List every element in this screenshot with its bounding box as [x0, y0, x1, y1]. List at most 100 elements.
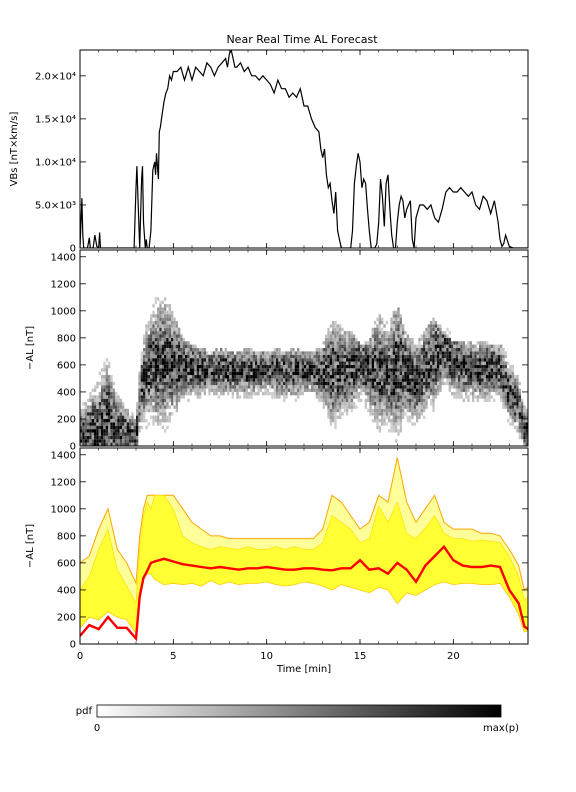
heatmap-cell	[187, 398, 190, 403]
heatmap-cell	[376, 371, 379, 376]
heatmap-cell	[507, 371, 510, 376]
heatmap-cell	[392, 429, 395, 433]
heatmap-cell	[180, 337, 183, 342]
heatmap-cell	[224, 381, 227, 386]
heatmap-cell	[397, 408, 400, 413]
heatmap-cell	[301, 351, 304, 355]
heatmap-cell	[399, 418, 402, 423]
heatmap-cell	[346, 368, 349, 372]
heatmap-cell	[154, 348, 157, 352]
heatmap-cell	[427, 364, 430, 369]
heatmap-cell	[131, 425, 134, 430]
heatmap-cell	[164, 364, 167, 369]
heatmap-cell	[495, 391, 498, 396]
heatmap-cell	[250, 361, 253, 365]
heatmap-cell	[164, 415, 167, 419]
heatmap-cell	[154, 408, 157, 413]
heatmap-cell	[411, 412, 414, 416]
heatmap-cell	[472, 371, 475, 376]
heatmap-cell	[185, 364, 188, 369]
heatmap-cell	[173, 341, 176, 345]
heatmap-cell	[311, 361, 314, 365]
heatmap-cell	[334, 327, 337, 332]
heatmap-cell	[411, 337, 414, 342]
heatmap-cell	[418, 348, 421, 352]
heatmap-cell	[432, 381, 435, 386]
heatmap-cell	[297, 391, 300, 396]
heatmap-cell	[378, 418, 381, 423]
heatmap-cell	[339, 341, 342, 345]
heatmap-cell	[269, 381, 272, 386]
heatmap-cell	[299, 388, 302, 392]
heatmap-cell	[220, 385, 223, 389]
heatmap-cell	[161, 300, 164, 305]
heatmap-cell	[166, 341, 169, 345]
heatmap-cell	[210, 368, 213, 372]
heatmap-cell	[222, 381, 225, 386]
heatmap-cell	[208, 381, 211, 386]
heatmap-cell	[220, 375, 223, 379]
heatmap-cell	[243, 358, 246, 362]
heatmap-cell	[507, 378, 510, 382]
heatmap-cell	[159, 334, 162, 338]
heatmap-cell	[101, 385, 104, 389]
heatmap-cell	[406, 415, 409, 419]
heatmap-cell	[378, 429, 381, 433]
heatmap-cell	[318, 361, 321, 365]
heatmap-cell	[171, 324, 174, 328]
heatmap-cell	[341, 385, 344, 389]
heatmap-cell	[462, 361, 465, 365]
heatmap-cell	[171, 391, 174, 396]
heatmap-cell	[397, 341, 400, 345]
heatmap-cell	[404, 331, 407, 335]
heatmap-cell	[194, 364, 197, 369]
heatmap-cell	[234, 388, 237, 392]
heatmap-cell	[502, 375, 505, 379]
heatmap-cell	[173, 398, 176, 403]
heatmap-cell	[208, 361, 211, 365]
heatmap-cells	[80, 297, 528, 446]
heatmap-cell	[94, 395, 97, 399]
heatmap-cell	[460, 351, 463, 355]
heatmap-cell	[402, 324, 405, 328]
heatmap-cell	[315, 381, 318, 386]
heatmap-cell	[423, 334, 426, 338]
y-tick-label: 200	[57, 414, 76, 425]
heatmap-cell	[175, 361, 178, 365]
heatmap-cell	[355, 344, 358, 348]
heatmap-cell	[166, 337, 169, 342]
heatmap-cell	[350, 375, 353, 379]
heatmap-cell	[378, 361, 381, 365]
heatmap-cell	[364, 388, 367, 392]
heatmap-cell	[166, 368, 169, 372]
heatmap-cell	[273, 358, 276, 362]
heatmap-cell	[243, 388, 246, 392]
heatmap-cell	[259, 364, 262, 369]
heatmap-cell	[434, 395, 437, 399]
heatmap-cell	[346, 405, 349, 409]
heatmap-cell	[157, 412, 160, 416]
heatmap-cell	[175, 358, 178, 362]
heatmap-cell	[269, 385, 272, 389]
heatmap-cell	[425, 364, 428, 369]
heatmap-cell	[145, 402, 148, 406]
heatmap-cell	[458, 381, 461, 386]
heatmap-cell	[416, 358, 419, 362]
heatmap-cell	[397, 378, 400, 382]
heatmap-cell	[147, 354, 150, 359]
heatmap-cell	[105, 385, 108, 389]
heatmap-cell	[126, 415, 129, 419]
heatmap-cell	[423, 405, 426, 409]
heatmap-cell	[299, 371, 302, 376]
heatmap-cell	[290, 354, 293, 359]
heatmap-cell	[101, 422, 104, 426]
heatmap-cell	[439, 371, 442, 376]
heatmap-cell	[441, 371, 444, 376]
heatmap-cell	[390, 361, 393, 365]
heatmap-cell	[280, 351, 283, 355]
heatmap-cell	[434, 381, 437, 386]
heatmap-cell	[231, 354, 234, 359]
heatmap-cell	[453, 385, 456, 389]
heatmap-cell	[404, 385, 407, 389]
